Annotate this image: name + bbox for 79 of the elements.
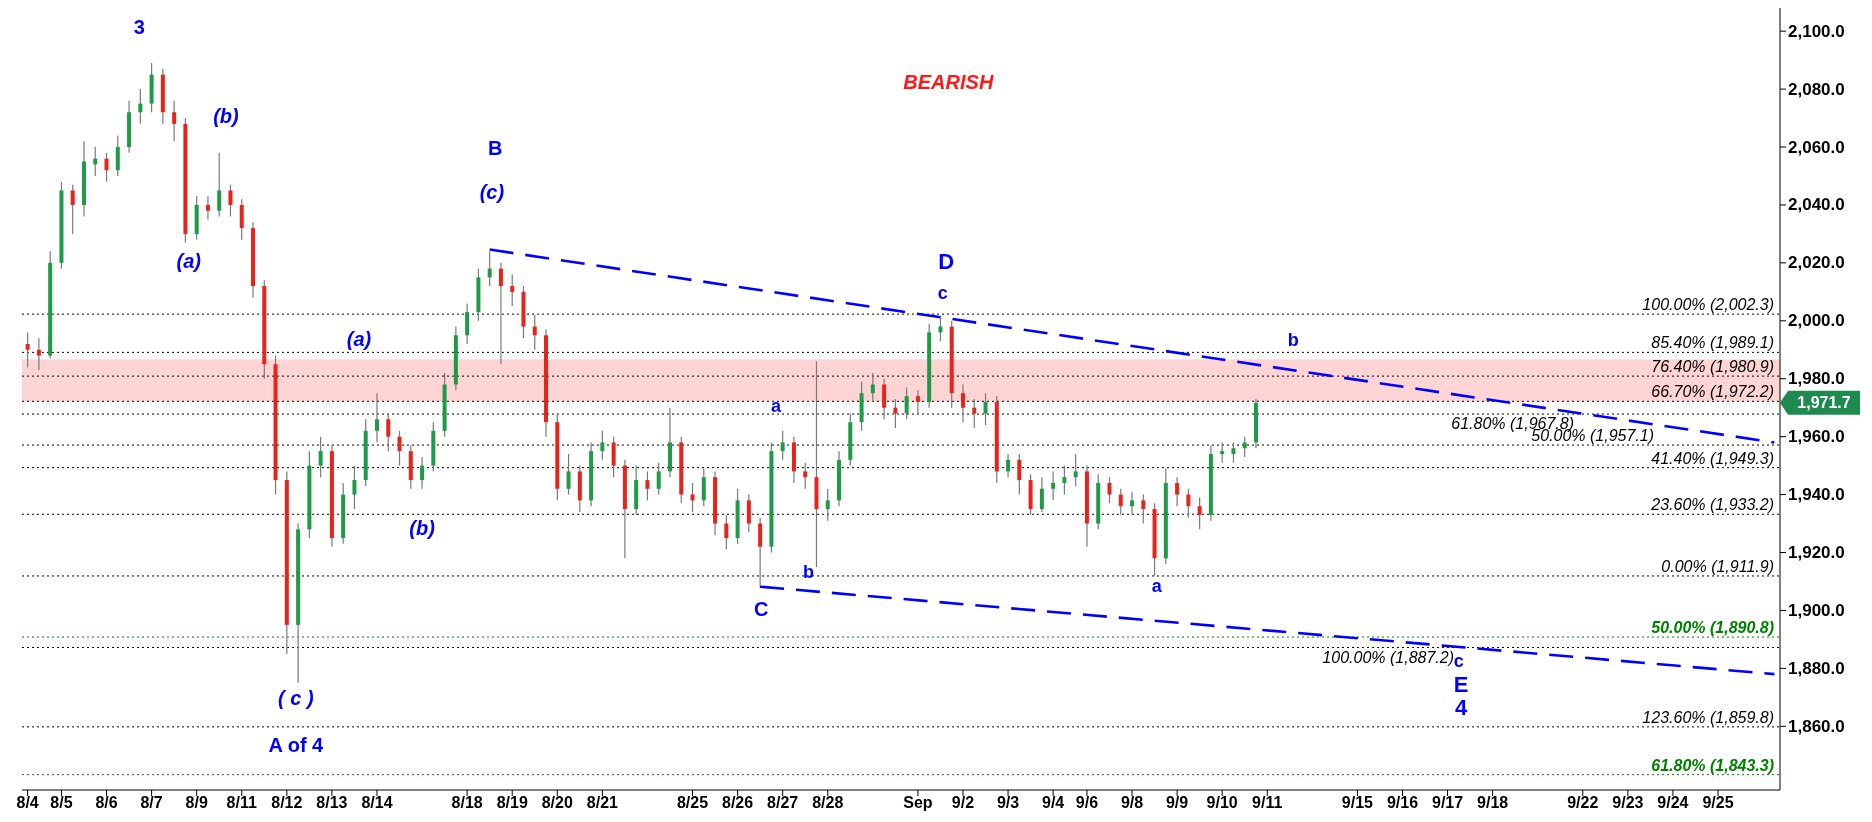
y-tick-label: 2,080.0 [1788, 79, 1845, 99]
x-tick-label: 9/8 [1120, 794, 1144, 812]
y-tick-label: 1,980.0 [1788, 369, 1845, 389]
x-tick-label: 9/22 [1567, 794, 1599, 812]
x-tick-label: 9/25 [1702, 794, 1734, 812]
ref-line-label: 85.40% (1,989.1) [1651, 334, 1774, 352]
x-tick-label: 8/18 [451, 794, 483, 812]
y-tick-label: 2,000.0 [1788, 311, 1845, 331]
x-tick-label: 9/10 [1206, 794, 1238, 812]
annotation: E [1453, 671, 1469, 697]
annotation: (a) [346, 328, 372, 351]
annotation: (a) [176, 250, 202, 273]
x-tick-label: 8/19 [496, 794, 528, 812]
x-tick-label: 8/26 [722, 794, 754, 812]
ref-line-label: 0.00% (1,911.9) [1661, 557, 1774, 575]
y-tick-label: 2,040.0 [1788, 195, 1845, 215]
x-tick-label: 9/9 [1165, 794, 1189, 812]
x-tick-label: 9/24 [1657, 794, 1689, 812]
annotation: B [488, 137, 503, 160]
y-tick-label: 1,940.0 [1788, 485, 1845, 505]
annotation: c [1453, 651, 1464, 672]
y-tick-label: 2,100.0 [1788, 21, 1845, 41]
ref-line-label: 100.00% (2,002.3) [1642, 296, 1774, 314]
x-tick-label: 8/11 [226, 794, 257, 812]
x-tick-label: 9/17 [1431, 794, 1464, 812]
y-tick-label: 1,960.0 [1788, 427, 1845, 447]
x-tick-label: 9/23 [1612, 794, 1644, 812]
x-tick-label: 8/6 [95, 794, 118, 812]
x-tick-label: 8/28 [812, 794, 844, 812]
x-tick-label: 9/2 [951, 794, 975, 812]
x-tick-label: 9/6 [1075, 794, 1099, 812]
x-tick-label: 8/4 [16, 794, 39, 812]
x-tick-label: 9/4 [1042, 794, 1065, 812]
ref-line-label: 61.80% (1,843.3) [1651, 756, 1774, 774]
annotation: (b) [409, 516, 436, 539]
x-tick-label: 8/5 [50, 794, 73, 812]
x-tick-label: 8/14 [361, 794, 393, 812]
ref-line-label: 23.60% (1,933.2) [1650, 496, 1774, 514]
annotation: b [803, 561, 815, 582]
annotation: D [938, 248, 955, 274]
x-tick-label: 8/13 [316, 794, 348, 812]
ref-line-label: 100.00% (1,887.2) [1322, 648, 1454, 666]
x-tick-label: 9/16 [1386, 794, 1419, 812]
annotation: 4 [1454, 694, 1468, 720]
x-tick-label: 8/20 [541, 794, 573, 812]
x-tick-label: 8/7 [140, 794, 163, 812]
annotation: ( c ) [278, 687, 314, 710]
annotation: C [754, 597, 769, 620]
text: 1,971.7 [1797, 394, 1851, 412]
x-tick-label: 9/11 [1252, 794, 1283, 812]
x-tick-label: 8/9 [185, 794, 208, 812]
annotation: 3 [133, 15, 145, 38]
annotation: a [1151, 576, 1163, 597]
ref-line-label: 50.00% (1,890.8) [1651, 619, 1774, 637]
x-tick-label: 8/25 [676, 794, 709, 812]
x-tick-label: 9/15 [1341, 794, 1374, 812]
y-tick-label: 1,860.0 [1788, 716, 1845, 736]
y-tick-label: 2,060.0 [1788, 137, 1845, 157]
x-tick-label: 9/18 [1477, 794, 1509, 812]
annotation: (c) [479, 180, 505, 203]
annotation: a [770, 396, 782, 417]
y-tick-label: 1,880.0 [1788, 658, 1845, 678]
y-tick-label: 1,900.0 [1788, 600, 1845, 620]
annotation: c [937, 283, 948, 304]
x-tick-label: 8/12 [271, 794, 303, 812]
annotation: (b) [213, 105, 240, 128]
x-tick-label: 8/27 [767, 794, 799, 812]
ref-line-label: 41.40% (1,949.3) [1651, 449, 1774, 467]
x-tick-label: 8/21 [586, 794, 619, 812]
annotation: BEARISH [903, 70, 994, 93]
y-tick-label: 1,920.0 [1788, 543, 1845, 562]
x-tick-label: Sep [903, 794, 933, 812]
ref-line-label: 66.70% (1,972.2) [1651, 383, 1774, 401]
ref-line-label: 76.40% (1,980.9) [1651, 358, 1774, 376]
annotation: A of 4 [268, 733, 325, 756]
annotation: b [1287, 329, 1299, 350]
x-tick-label: 9/3 [996, 794, 1020, 812]
y-tick-label: 2,020.0 [1788, 253, 1845, 273]
ref-line-label: 123.60% (1,859.8) [1642, 708, 1774, 726]
